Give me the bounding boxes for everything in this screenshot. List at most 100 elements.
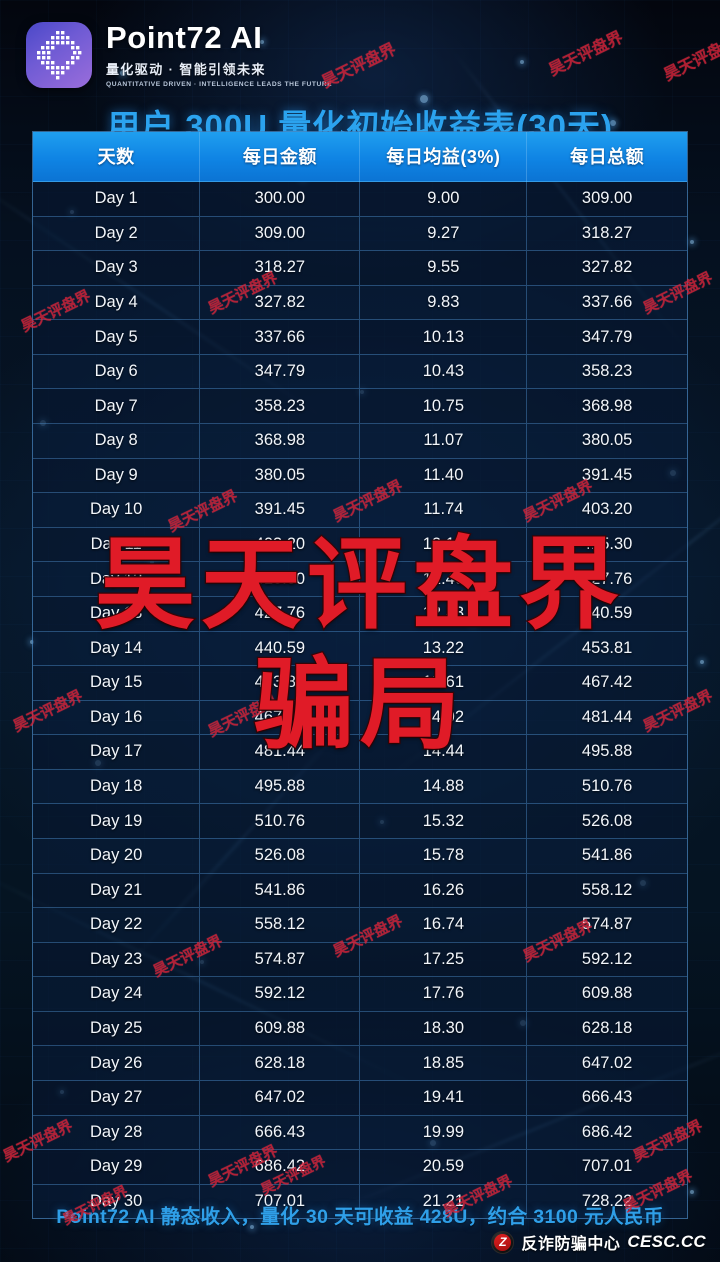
brand-text: Point72 AI 量化驱动 · 智能引领未来 QUANTITATIVE DR… <box>106 20 332 88</box>
cell-amount: 510.76 <box>199 803 361 839</box>
table-row: Day 20 526.08 15.78 541.86 <box>33 837 687 874</box>
cell-total: 358.23 <box>526 353 687 389</box>
cesc-badge: Z 反诈防骗中心 CESC.CC <box>491 1230 706 1254</box>
table-row: Day 4 327.82 9.83 337.66 <box>33 284 687 320</box>
cell-gain: 13.22 <box>359 630 528 666</box>
cell-total: 686.42 <box>526 1114 687 1150</box>
cell-total: 327.82 <box>526 250 687 286</box>
cell-amount: 609.88 <box>199 1010 361 1046</box>
cell-gain: 9.27 <box>359 215 528 251</box>
table-header-row: 天数 每日金额 每日均益(3%) 每日总额 <box>33 132 687 182</box>
cell-gain: 15.32 <box>359 803 528 839</box>
cell-amount: 666.43 <box>199 1114 361 1150</box>
table-row: Day 3 318.27 9.55 327.82 <box>33 250 687 286</box>
cell-amount: 481.44 <box>199 734 361 770</box>
table-row: Day 22 558.12 16.74 574.87 <box>33 907 687 943</box>
cell-amount: 467.42 <box>199 699 361 735</box>
poster-header: Point72 AI 量化驱动 · 智能引领未来 QUANTITATIVE DR… <box>0 0 720 145</box>
cell-amount: 358.23 <box>199 388 361 424</box>
cell-day: Day 9 <box>33 457 201 493</box>
cell-day: Day 21 <box>33 872 201 908</box>
cell-total: 647.02 <box>526 1045 687 1081</box>
cell-total: 728.22 <box>526 1183 687 1219</box>
cell-day: Day 17 <box>33 734 201 770</box>
cell-gain: 10.43 <box>359 353 528 389</box>
table-row: Day 29 686.42 20.59 707.01 <box>33 1149 687 1185</box>
cell-day: Day 7 <box>33 388 201 424</box>
cell-gain: 10.75 <box>359 388 528 424</box>
cell-amount: 391.45 <box>199 492 361 528</box>
cell-amount: 495.88 <box>199 768 361 804</box>
cell-amount: 558.12 <box>199 907 361 943</box>
table-row: Day 30 707.01 21.21 728.22 <box>33 1183 687 1219</box>
cell-gain: 13.61 <box>359 665 528 701</box>
table-head: 天数 每日金额 每日均益(3%) 每日总额 <box>33 132 687 182</box>
cell-total: 558.12 <box>526 872 687 908</box>
cell-gain: 14.88 <box>359 768 528 804</box>
table-body: Day 1 300.00 9.00 309.00 Day 2 309.00 9.27 318.… <box>33 181 687 1219</box>
cell-amount: 403.20 <box>199 526 361 562</box>
table-row: Day 24 592.12 17.76 609.88 <box>33 976 687 1012</box>
cell-amount: 453.81 <box>199 665 361 701</box>
column-header-total: 每日总额 <box>526 132 687 182</box>
cell-gain: 20.59 <box>359 1149 528 1185</box>
cell-day: Day 16 <box>33 699 201 735</box>
table-row: Day 12 415.30 12.46 427.76 <box>33 561 687 597</box>
cell-amount: 647.02 <box>199 1080 361 1116</box>
cell-total: 467.42 <box>526 665 687 701</box>
cell-day: Day 3 <box>33 250 201 286</box>
cell-gain: 21.21 <box>359 1183 528 1219</box>
cell-day: Day 25 <box>33 1010 201 1046</box>
cell-day: Day 15 <box>33 665 201 701</box>
cell-day: Day 1 <box>33 181 201 217</box>
cell-gain: 11.40 <box>359 457 528 493</box>
cell-total: 440.59 <box>526 595 687 632</box>
table-row: Day 26 628.18 18.85 647.02 <box>33 1045 687 1081</box>
table-row: Day 2 309.00 9.27 318.27 <box>33 215 687 251</box>
cell-gain: 16.74 <box>359 907 528 943</box>
cell-day: Day 22 <box>33 907 201 943</box>
cell-gain: 12.10 <box>359 526 528 562</box>
cell-total: 368.98 <box>526 388 687 424</box>
background-dot <box>690 240 694 244</box>
table-row: Day 28 666.43 19.99 686.42 <box>33 1114 687 1150</box>
cell-total: 427.76 <box>526 561 687 597</box>
cell-total: 707.01 <box>526 1149 687 1185</box>
cell-day: Day 2 <box>33 215 201 251</box>
cell-amount: 541.86 <box>199 872 361 908</box>
table-row: Day 9 380.05 11.40 391.45 <box>33 457 687 493</box>
cell-gain: 9.00 <box>359 181 528 217</box>
cell-day: Day 5 <box>33 319 201 355</box>
cell-day: Day 28 <box>33 1114 201 1150</box>
table-row: Day 21 541.86 16.26 558.12 <box>33 872 687 908</box>
table-row: Day 15 453.81 13.61 467.42 <box>33 665 687 701</box>
cell-gain: 10.13 <box>359 319 528 355</box>
cell-day: Day 4 <box>33 284 201 320</box>
cell-gain: 17.25 <box>359 941 528 977</box>
cell-gain: 18.85 <box>359 1045 528 1081</box>
table-row: Day 1 300.00 9.00 309.00 <box>33 181 687 217</box>
cell-day: Day 11 <box>33 526 201 562</box>
cell-total: 495.88 <box>526 734 687 770</box>
brand-name: Point72 AI <box>106 20 263 56</box>
cell-total: 592.12 <box>526 941 687 977</box>
brand-row: Point72 AI 量化驱动 · 智能引领未来 QUANTITATIVE DR… <box>0 22 720 88</box>
cell-total: 628.18 <box>526 1010 687 1046</box>
cell-day: Day 12 <box>33 561 201 597</box>
table-row: Day 27 647.02 19.41 666.43 <box>33 1080 687 1116</box>
cell-amount: 300.00 <box>199 181 361 217</box>
cell-gain: 11.07 <box>359 423 528 459</box>
cell-total: 453.81 <box>526 630 687 666</box>
cell-total: 415.30 <box>526 526 687 562</box>
cell-gain: 14.02 <box>359 699 528 735</box>
cell-day: Day 26 <box>33 1045 201 1081</box>
cell-day: Day 13 <box>33 595 201 632</box>
cell-gain: 14.44 <box>359 734 528 770</box>
earnings-table-container: 天数 每日金额 每日均益(3%) 每日总额 Day 1 300.00 9.00 309… <box>32 131 688 1220</box>
cell-amount: 368.98 <box>199 423 361 459</box>
cell-day: Day 19 <box>33 803 201 839</box>
cell-total: 403.20 <box>526 492 687 528</box>
table-row: Day 23 574.87 17.25 592.12 <box>33 941 687 977</box>
cell-amount: 309.00 <box>199 215 361 251</box>
